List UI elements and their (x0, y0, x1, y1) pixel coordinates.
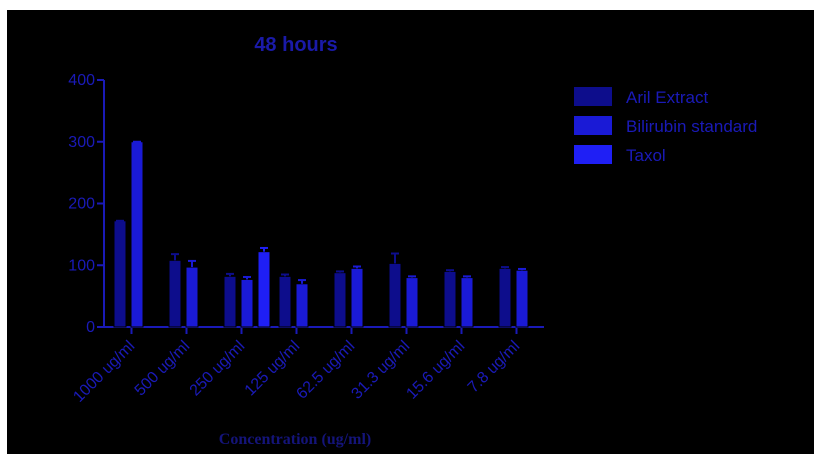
chart-frame: 48 hours 0 100 200 300 400 1000 ug/ml 500 ug/… (7, 10, 814, 454)
legend-label: Taxol (626, 146, 666, 165)
bar (460, 277, 474, 328)
bar (443, 270, 457, 328)
y-tick-label: 300 (68, 134, 95, 151)
bar (515, 269, 529, 328)
y-tick-label: 100 (68, 257, 95, 274)
bar (388, 262, 402, 328)
x-tick-label: 31.3 ug/ml (348, 338, 413, 403)
x-tick-label: 250 ug/ml (187, 338, 249, 400)
x-tick-label: 15.6 ug/ml (403, 338, 468, 403)
y-tick-label: 400 (68, 72, 95, 89)
legend-swatch (574, 87, 612, 106)
legend-swatch (574, 145, 612, 164)
y-tick-label: 0 (86, 319, 95, 336)
chart-title: 48 hours (254, 34, 337, 56)
bar (240, 278, 254, 328)
legend: Aril Extract Bilirubin standard Taxol (574, 87, 757, 165)
bar (168, 259, 182, 328)
y-axis: 0 100 200 300 400 (68, 72, 105, 336)
x-tick-label: 500 ug/ml (132, 338, 194, 400)
x-tick-label: 7.8 ug/ml (465, 338, 524, 397)
y-tick-label: 200 (68, 196, 95, 213)
bar (223, 275, 237, 328)
bar (498, 267, 512, 328)
x-axis-title: Concentration (ug/ml) (219, 431, 371, 448)
legend-label: Bilirubin standard (626, 117, 757, 136)
bar (350, 267, 364, 328)
bar (278, 275, 292, 328)
x-tick-label: 62.5 ug/ml (293, 338, 358, 403)
bar (257, 251, 271, 328)
legend-swatch (574, 116, 612, 135)
bar (113, 220, 127, 328)
bars-group (113, 141, 529, 328)
bar (130, 141, 144, 328)
bar (185, 266, 199, 328)
x-tick-label: 1000 ug/ml (70, 338, 138, 406)
bar (295, 283, 309, 328)
error-bars-group (116, 140, 526, 284)
bar (405, 277, 419, 328)
legend-label: Aril Extract (626, 88, 708, 107)
bar (333, 272, 347, 328)
